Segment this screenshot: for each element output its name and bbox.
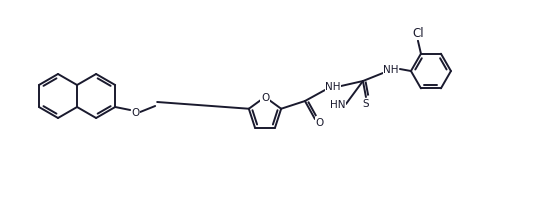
Text: O: O (131, 108, 139, 118)
Text: NH: NH (325, 82, 341, 92)
Text: HN: HN (330, 100, 346, 110)
Text: O: O (261, 93, 269, 102)
Text: S: S (363, 99, 369, 109)
Text: O: O (316, 118, 324, 127)
Text: Cl: Cl (412, 27, 424, 40)
Text: NH: NH (383, 65, 399, 75)
